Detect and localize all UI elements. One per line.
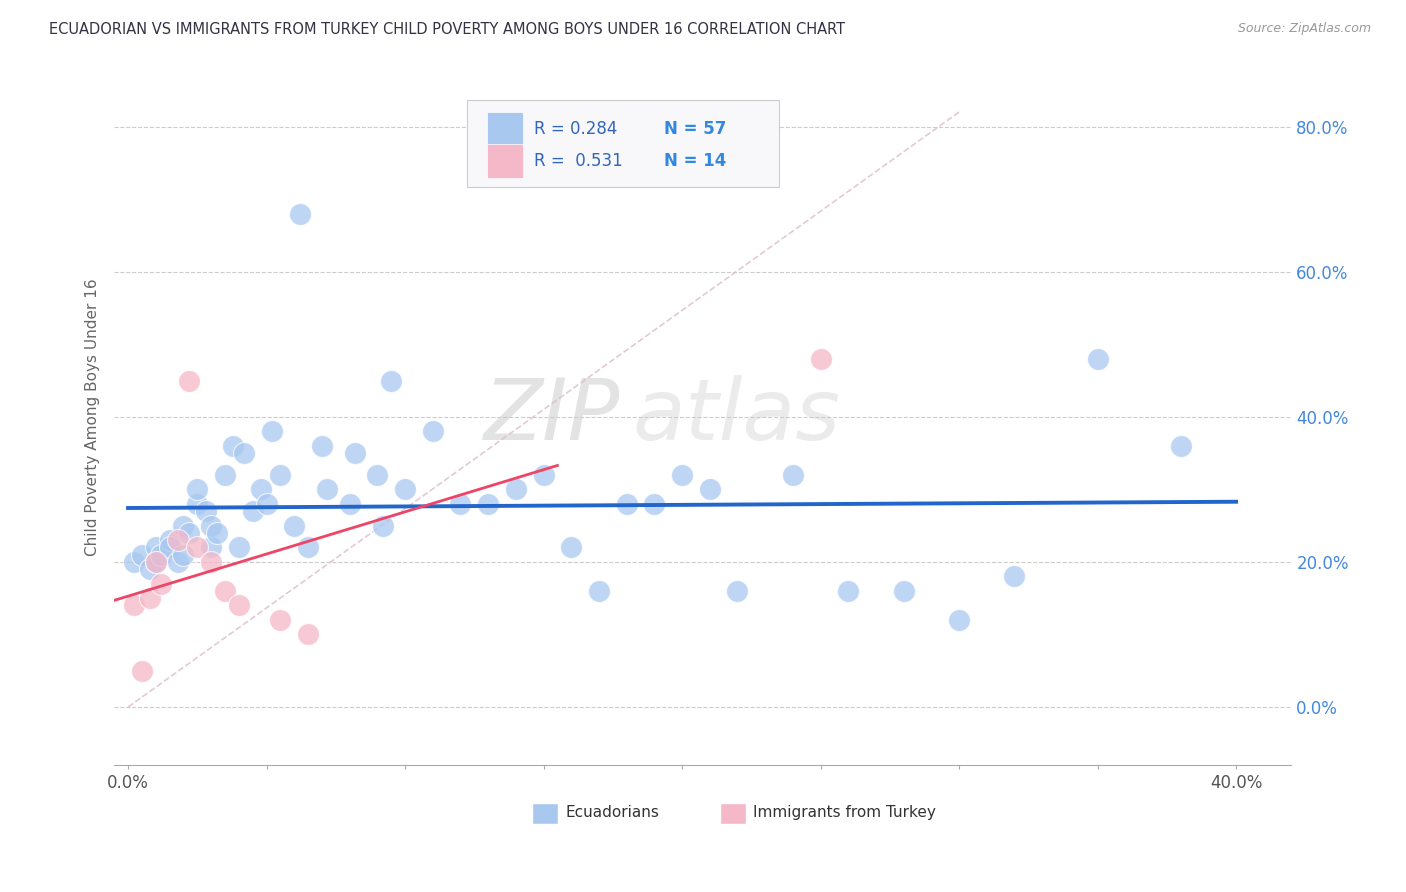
Text: Ecuadorians: Ecuadorians (565, 805, 659, 820)
Point (1170, 439, 1192, 453)
Point (810, 351, 832, 366)
Text: R =  0.531: R = 0.531 (534, 152, 623, 170)
Point (288, 207, 311, 221)
Point (616, 497, 638, 511)
Point (671, 467, 693, 482)
Point (394, 483, 416, 497)
Point (122, 555, 145, 569)
Point (449, 497, 471, 511)
Point (262, 425, 284, 439)
FancyBboxPatch shape (467, 100, 779, 187)
Text: N = 14: N = 14 (664, 152, 727, 170)
Text: Immigrants from Turkey: Immigrants from Turkey (754, 805, 936, 820)
Point (233, 446, 256, 460)
Point (344, 446, 367, 460)
Point (200, 518, 222, 533)
Text: R = 0.284: R = 0.284 (534, 120, 617, 138)
Point (316, 483, 339, 497)
Point (214, 467, 236, 482)
Point (1087, 351, 1109, 366)
Point (837, 584, 859, 599)
Point (150, 548, 173, 562)
Bar (531, 804, 558, 824)
Text: Source: ZipAtlas.com: Source: ZipAtlas.com (1237, 22, 1371, 36)
Point (186, 497, 208, 511)
Point (297, 627, 319, 641)
Point (297, 541, 319, 555)
Point (177, 374, 200, 388)
Point (269, 467, 291, 482)
Point (186, 541, 208, 555)
Point (893, 584, 915, 599)
Point (699, 483, 721, 497)
Point (131, 664, 153, 678)
Point (588, 584, 610, 599)
Point (200, 555, 222, 569)
Text: ECUADORIAN VS IMMIGRANTS FROM TURKEY CHILD POVERTY AMONG BOYS UNDER 16 CORRELATI: ECUADORIAN VS IMMIGRANTS FROM TURKEY CHI… (49, 22, 845, 37)
Point (380, 374, 402, 388)
Point (145, 555, 167, 569)
Point (222, 439, 245, 453)
Point (339, 497, 361, 511)
Point (505, 483, 527, 497)
Y-axis label: Child Poverty Among Boys Under 16: Child Poverty Among Boys Under 16 (86, 278, 100, 556)
Point (533, 467, 555, 482)
Point (727, 584, 749, 599)
Point (145, 555, 167, 569)
Point (782, 467, 804, 482)
Point (139, 562, 162, 576)
Point (186, 483, 208, 497)
Point (242, 504, 264, 518)
Point (269, 613, 291, 627)
Point (205, 525, 228, 540)
Text: atlas: atlas (633, 376, 841, 458)
Point (643, 497, 665, 511)
Point (172, 548, 194, 562)
Point (1004, 569, 1026, 583)
Point (159, 533, 181, 548)
Point (172, 518, 194, 533)
Point (228, 541, 250, 555)
Point (194, 504, 217, 518)
Point (200, 541, 222, 555)
Point (948, 613, 970, 627)
Bar (488, 145, 523, 178)
Point (371, 518, 394, 533)
Point (167, 533, 190, 548)
Point (477, 497, 499, 511)
Point (311, 439, 333, 453)
Point (214, 584, 236, 599)
Point (122, 599, 145, 613)
Point (366, 467, 388, 482)
Point (177, 525, 200, 540)
Point (250, 483, 273, 497)
Bar (488, 112, 523, 145)
Point (150, 576, 173, 591)
Point (422, 425, 444, 439)
Point (283, 518, 305, 533)
Point (145, 541, 167, 555)
Point (139, 591, 162, 606)
Point (228, 599, 250, 613)
Point (560, 541, 582, 555)
Text: ZIP: ZIP (484, 376, 620, 458)
Point (159, 541, 181, 555)
Point (256, 497, 278, 511)
Bar (720, 804, 747, 824)
Point (131, 548, 153, 562)
Point (167, 555, 190, 569)
Text: N = 57: N = 57 (664, 120, 727, 138)
